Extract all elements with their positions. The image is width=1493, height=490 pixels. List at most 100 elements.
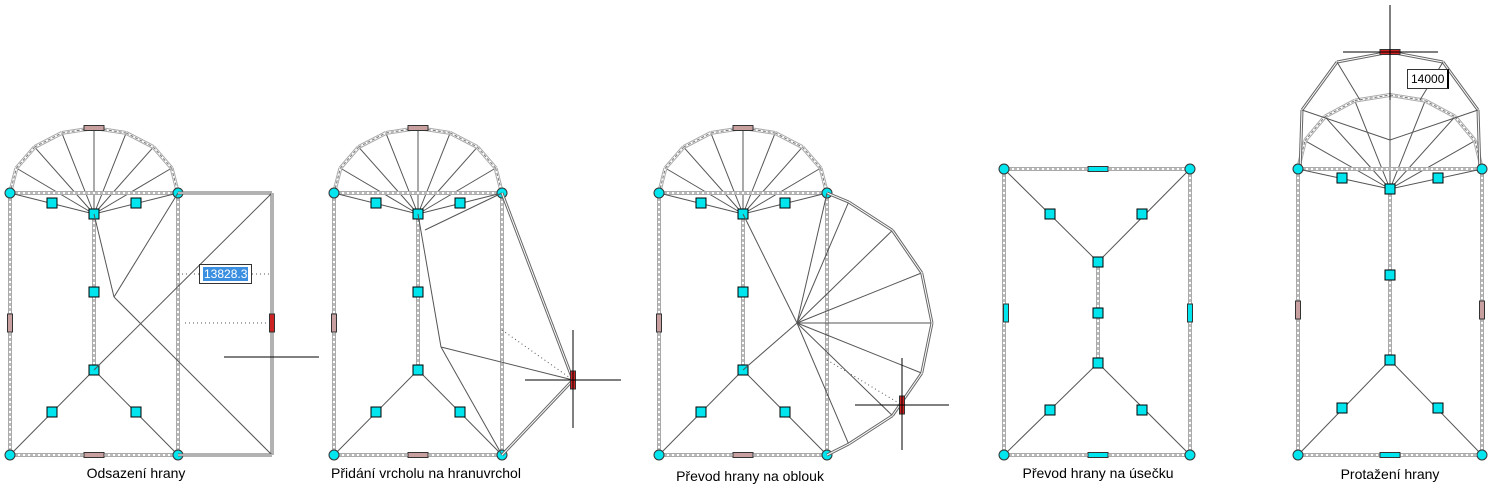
edge-grip[interactable]: [732, 452, 754, 458]
vertex-grip[interactable]: [328, 187, 340, 199]
grip-square[interactable]: [412, 364, 424, 376]
stretch-input[interactable]: 14000: [1407, 69, 1450, 89]
edge-grip[interactable]: [407, 125, 429, 131]
grip-square[interactable]: [130, 406, 142, 418]
roof-line: [113, 296, 273, 456]
edge-grip[interactable]: [1187, 303, 1193, 323]
preview-edge-inner: [892, 230, 923, 274]
grip-square[interactable]: [695, 406, 707, 418]
stretch-input-value[interactable]: 14000: [1411, 72, 1445, 86]
grip-square[interactable]: [1136, 208, 1148, 220]
caption-edge-to-line: Převod hrany na úsečku: [1022, 465, 1174, 481]
preview-edge-inner: [848, 415, 893, 445]
vertex-grip[interactable]: [1184, 163, 1196, 175]
grip-square[interactable]: [737, 286, 749, 298]
roof-line: [1336, 61, 1361, 101]
roof-line: [1301, 109, 1391, 141]
roof-edge-inner: [15, 146, 36, 169]
roof-line: [440, 346, 574, 381]
edge-grip[interactable]: [83, 452, 105, 458]
dimension-input[interactable]: 13828.3: [199, 264, 253, 284]
vertex-grip[interactable]: [1476, 449, 1488, 461]
edge-grip[interactable]: [269, 313, 275, 333]
vertex-grip[interactable]: [998, 449, 1010, 461]
vertex-grip[interactable]: [1292, 163, 1304, 175]
edge-grip[interactable]: [83, 125, 105, 131]
edge-grip[interactable]: [732, 125, 754, 131]
roof-line: [417, 132, 451, 215]
roof-line: [710, 132, 744, 215]
grip-square[interactable]: [1432, 402, 1444, 414]
roof-line: [113, 192, 179, 298]
grip-square[interactable]: [1044, 208, 1056, 220]
roof-edge-inner: [476, 146, 497, 169]
edge-grip[interactable]: [1087, 166, 1109, 172]
preview-edge-inner: [921, 272, 933, 324]
grip-square[interactable]: [1336, 172, 1348, 184]
vertex-grip[interactable]: [1184, 449, 1196, 461]
roof-line: [1389, 116, 1456, 190]
dimension-input-value[interactable]: 13828.3: [203, 267, 249, 281]
grip-square[interactable]: [46, 197, 58, 209]
preview-edge-inner: [1301, 61, 1338, 111]
grip-square[interactable]: [46, 406, 58, 418]
edge-grip[interactable]: [1003, 303, 1009, 323]
vertex-grip[interactable]: [998, 163, 1010, 175]
roof-line: [93, 213, 115, 298]
roof-edge-dash: [1324, 100, 1356, 118]
grip-square[interactable]: [370, 406, 382, 418]
edge-grip[interactable]: [1479, 300, 1485, 320]
edge-grip[interactable]: [331, 313, 337, 333]
grip-square[interactable]: [370, 197, 382, 209]
vertex-grip[interactable]: [328, 449, 340, 461]
grip-square[interactable]: [130, 197, 142, 209]
grip-square[interactable]: [1092, 357, 1104, 369]
grip-square[interactable]: [1092, 307, 1104, 319]
roof-edge-dash: [1389, 94, 1426, 102]
roof-line: [417, 146, 478, 215]
roof-edge-inner: [664, 146, 685, 169]
roof-line: [34, 146, 95, 215]
preview-edge-inner: [1477, 109, 1481, 173]
grip-square[interactable]: [1336, 402, 1348, 414]
grip-square[interactable]: [779, 406, 791, 418]
roof-line: [796, 322, 850, 445]
caption-edge-to-arc: Převod hrany na oblouk: [676, 468, 824, 484]
grip-square[interactable]: [1384, 354, 1396, 366]
vertex-grip[interactable]: [1292, 449, 1304, 461]
roof-edge-dash: [774, 132, 803, 148]
preview-edge-inner: [826, 192, 849, 203]
vertex-grip[interactable]: [1476, 163, 1488, 175]
roof-line: [385, 132, 419, 215]
grip-square[interactable]: [1044, 404, 1056, 416]
preview-edge-inner: [501, 192, 574, 381]
edge-grip[interactable]: [656, 313, 662, 333]
roof-edge-dash: [449, 132, 478, 148]
grip-square[interactable]: [454, 197, 466, 209]
roof-line: [424, 192, 503, 231]
vertex-grip[interactable]: [4, 449, 16, 461]
grip-square[interactable]: [1384, 269, 1396, 281]
grip-square[interactable]: [412, 286, 424, 298]
edge-grip[interactable]: [1379, 452, 1401, 458]
roof-edge-inner: [339, 146, 360, 169]
roof-line: [796, 230, 893, 324]
edge-grip[interactable]: [1087, 452, 1109, 458]
vertex-grip[interactable]: [4, 187, 16, 199]
grip-square[interactable]: [779, 197, 791, 209]
grip-square[interactable]: [454, 406, 466, 418]
roof-line: [1304, 140, 1391, 190]
grip-square[interactable]: [1136, 404, 1148, 416]
grip-square[interactable]: [1384, 183, 1396, 195]
grip-square[interactable]: [88, 286, 100, 298]
edge-grip[interactable]: [7, 313, 13, 333]
vertex-grip[interactable]: [653, 187, 665, 199]
edge-grip[interactable]: [407, 452, 429, 458]
edge-grip[interactable]: [1295, 300, 1301, 320]
roof-edge-dash: [333, 168, 341, 194]
vertex-grip[interactable]: [653, 449, 665, 461]
grip-square[interactable]: [1092, 256, 1104, 268]
grip-square[interactable]: [1432, 172, 1444, 184]
grip-square[interactable]: [695, 197, 707, 209]
